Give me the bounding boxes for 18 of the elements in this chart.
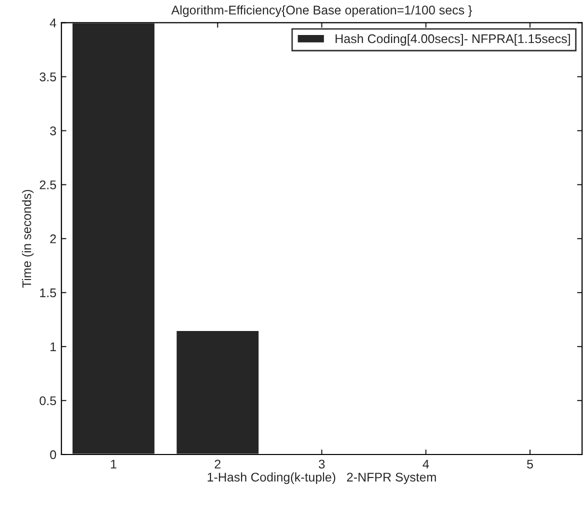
y-tick-label: 0.5: [40, 396, 56, 406]
y-tick-label: 1: [50, 342, 56, 352]
y-tick-label: 0: [50, 450, 56, 460]
y-tick-label: 2: [50, 234, 56, 244]
x-tick-label: 4: [422, 460, 429, 468]
chart-title: Algorithm-Efficiency{One Base operation=1/100 secs }: [171, 5, 472, 17]
y-tick-label: 3: [50, 126, 56, 136]
x-tick-label: 1: [110, 460, 116, 468]
y-tick-label: 2.5: [40, 180, 56, 190]
x-tick-label: 3: [318, 460, 325, 469]
x-tick-label: 5: [527, 460, 533, 469]
y-tick-label: 4: [50, 18, 56, 28]
legend-label: Hash Coding[4.00secs]- NFPRA[1.15secs]: [336, 34, 570, 46]
x-axis-title: 1-Hash Coding(k-tuple) 2-NFPR System: [208, 472, 436, 484]
y-tick-label: 1.5: [40, 288, 56, 298]
y-axis-title: Time (in seconds): [22, 190, 34, 288]
x-tick-label: 2: [214, 460, 220, 468]
y-tick-label: 3.5: [40, 72, 56, 82]
